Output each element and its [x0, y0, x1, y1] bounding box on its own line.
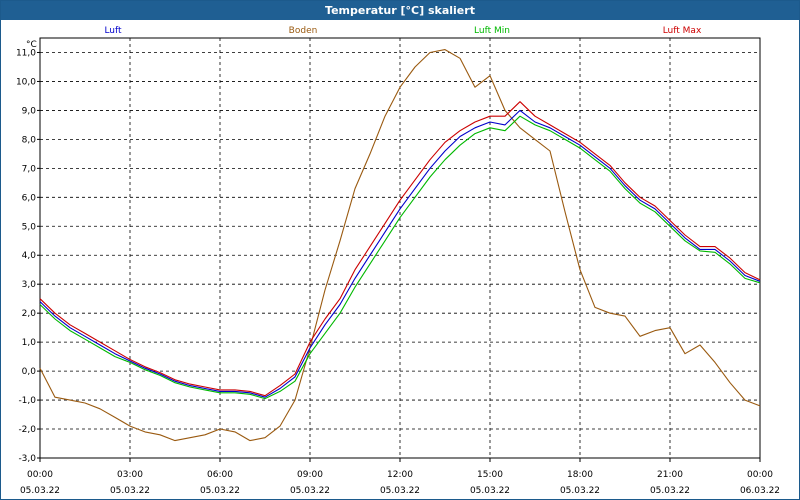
y-tick-label: -3,0: [18, 454, 36, 464]
x-tick-time-label: 06:00: [207, 470, 233, 480]
y-tick-label: 11,0: [16, 48, 36, 58]
y-tick-label: 4,0: [22, 251, 37, 261]
y-tick-label: 2,0: [22, 309, 37, 319]
y-axis-unit: °C: [26, 40, 37, 50]
y-tick-label: 9,0: [22, 106, 37, 116]
legend-luft-max: Luft Max: [663, 26, 702, 36]
grid-lines: [40, 38, 760, 459]
legend-luft: Luft: [104, 26, 122, 36]
y-tick-label: 1,0: [22, 338, 37, 348]
y-tick-label: 0,0: [22, 367, 37, 377]
series-lines: [39, 49, 761, 442]
x-tick-time-label: 00:00: [27, 470, 53, 480]
x-tick-time-label: 03:00: [117, 470, 143, 480]
y-tick-label: 8,0: [22, 135, 37, 145]
x-tick-time-label: 18:00: [567, 470, 593, 480]
x-tick-time-label: 00:00: [747, 470, 773, 480]
series-line-luft-max: [39, 101, 761, 397]
x-tick-date-label: 05.03.22: [290, 486, 330, 496]
legend-luft-min: Luft Min: [474, 26, 510, 36]
x-tick-date-label: 05.03.22: [560, 486, 600, 496]
x-tick-date-label: 05.03.22: [110, 486, 150, 496]
x-tick-date-label: 05.03.22: [470, 486, 510, 496]
x-tick-date-label: 05.03.22: [200, 486, 240, 496]
x-tick-time-label: 21:00: [657, 470, 683, 480]
x-tick-time-label: 15:00: [477, 470, 503, 480]
y-tick-label: 10,0: [16, 77, 36, 87]
legend-boden: Boden: [289, 26, 318, 36]
x-tick-time-label: 12:00: [387, 470, 413, 480]
x-tick-date-label: 06.03.22: [740, 486, 780, 496]
x-tick-time-label: 09:00: [297, 470, 323, 480]
y-tick-label: -2,0: [18, 425, 36, 435]
series-line-boden: [39, 49, 761, 442]
window-title: Temperatur [°C] skaliert: [1, 1, 799, 20]
y-tick-label: -1,0: [18, 396, 36, 406]
x-tick-date-label: 05.03.22: [20, 486, 60, 496]
y-tick-label: 6,0: [22, 193, 37, 203]
y-tick-label: 5,0: [22, 222, 37, 232]
legend: Luft Boden Luft Min Luft Max: [104, 26, 702, 36]
series-line-luft: [39, 109, 761, 398]
x-axis: 00:00 05.03.22 03:00 05.03.22 06:00 05.03.22 0…: [20, 458, 780, 496]
y-axis: 11,0 10,0 9,0 8,0 7,0 6,0 5,0 4,0 3,0 2,0 1,0 0,0 -1…: [16, 48, 40, 464]
x-tick-date-label: 05.03.22: [650, 486, 690, 496]
x-tick-date-label: 05.03.22: [380, 486, 420, 496]
y-tick-label: 3,0: [22, 280, 37, 290]
y-tick-label: 7,0: [22, 164, 37, 174]
series-line-luft-min: [39, 115, 761, 400]
